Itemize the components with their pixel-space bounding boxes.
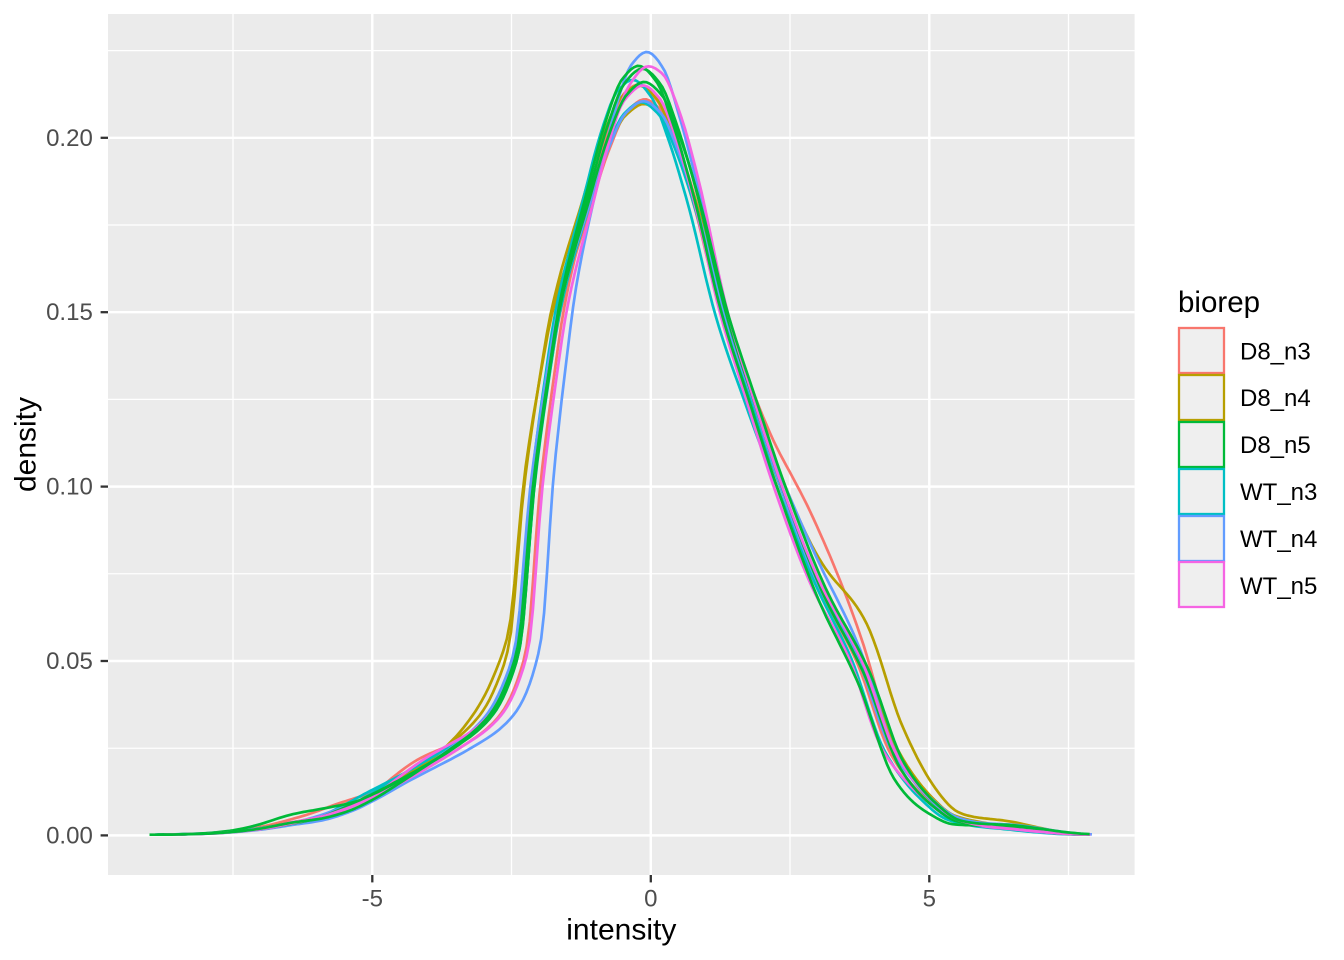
- svg-text:0: 0: [644, 886, 657, 913]
- svg-text:0.00: 0.00: [46, 822, 93, 849]
- svg-text:WT_n3: WT_n3: [1240, 479, 1317, 506]
- svg-text:-5: -5: [362, 886, 383, 913]
- svg-text:0.10: 0.10: [46, 474, 93, 501]
- svg-text:0.15: 0.15: [46, 299, 93, 326]
- svg-text:WT_n5: WT_n5: [1240, 573, 1317, 600]
- svg-text:D8_n4: D8_n4: [1240, 385, 1311, 412]
- svg-text:biorep: biorep: [1178, 286, 1260, 319]
- svg-text:0.05: 0.05: [46, 648, 93, 675]
- svg-text:density: density: [9, 397, 42, 492]
- svg-text:intensity: intensity: [566, 914, 676, 947]
- svg-text:D8_n5: D8_n5: [1240, 432, 1311, 459]
- svg-text:5: 5: [923, 886, 936, 913]
- svg-text:0.20: 0.20: [46, 125, 93, 152]
- svg-text:WT_n4: WT_n4: [1240, 526, 1317, 553]
- svg-text:D8_n3: D8_n3: [1240, 338, 1311, 365]
